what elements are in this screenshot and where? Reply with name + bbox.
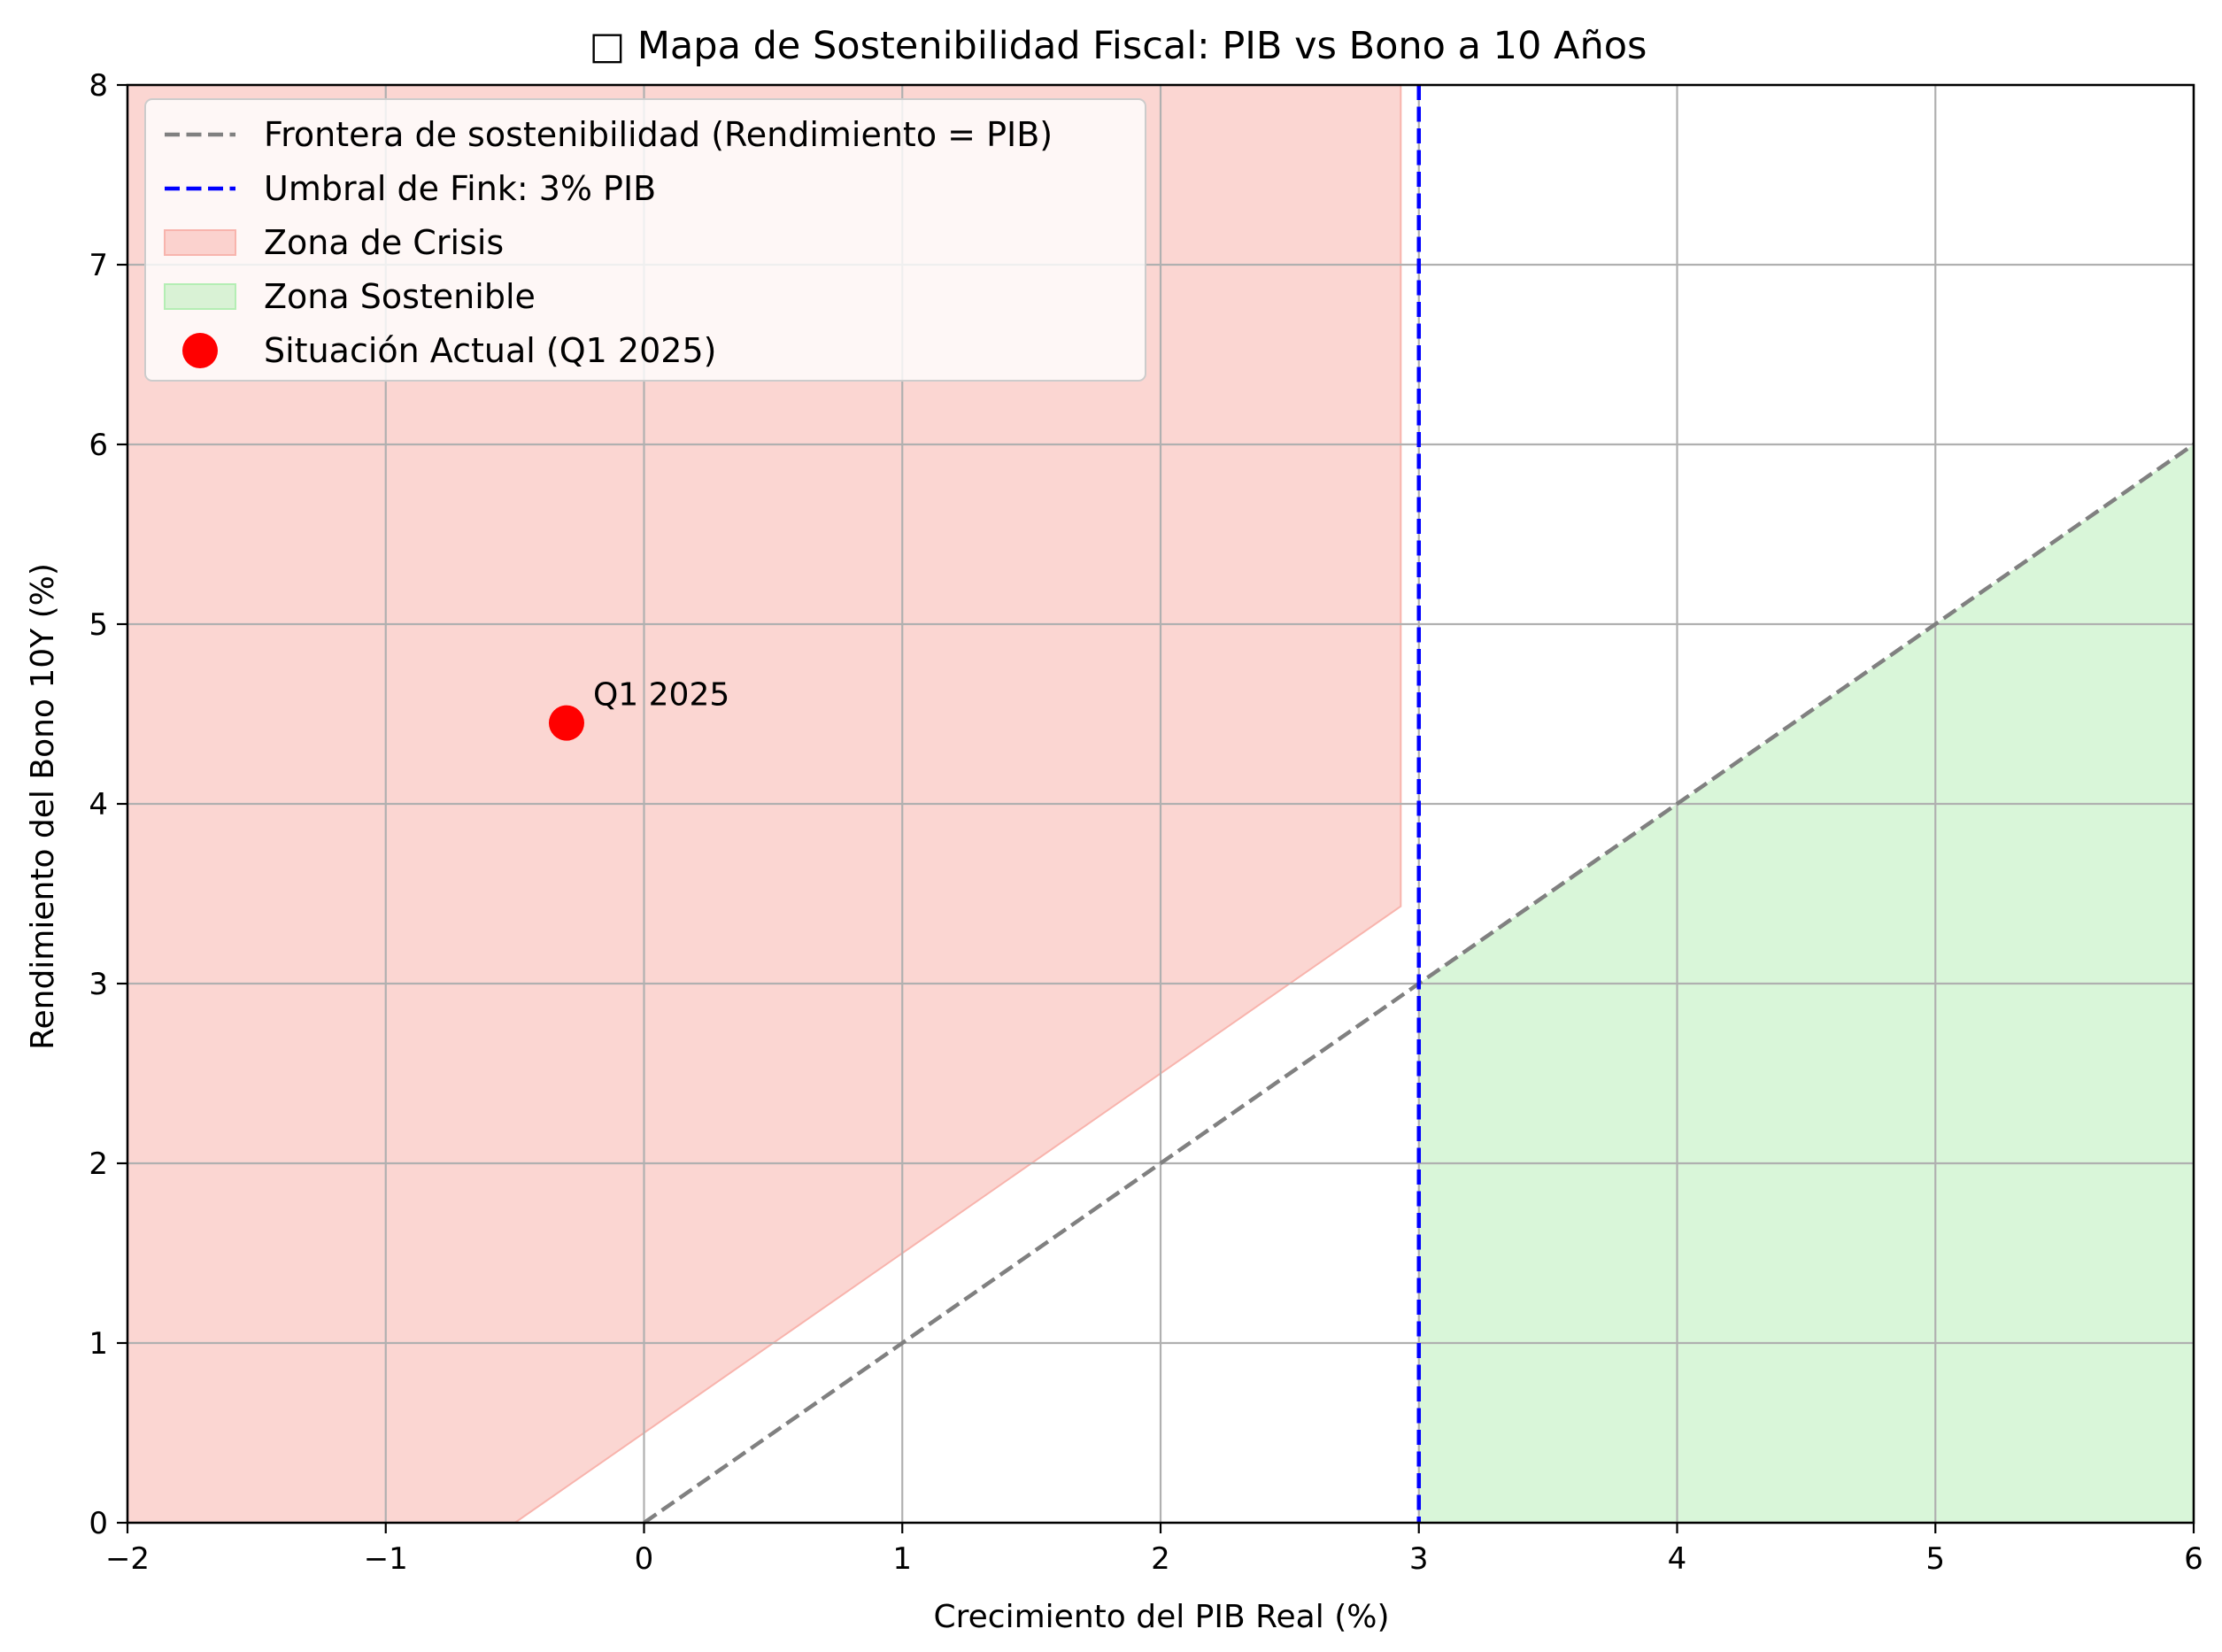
x-axis-label: Crecimiento del PIB Real (%) [934, 1599, 1390, 1635]
legend-frontier-label: Frontera de sostenibilidad (Rendimiento … [264, 115, 1053, 154]
ticks-layer: −2 −1 0 1 2 3 4 5 6 0 1 2 3 4 5 6 7 8 [89, 68, 2203, 1577]
points-layer: Q1 2025 [548, 677, 729, 741]
legend-sustainable-zone-handle [164, 283, 236, 310]
y-tick-label: 7 [89, 248, 108, 283]
y-tick-label: 5 [89, 607, 108, 643]
y-tick-label: 3 [89, 967, 108, 1002]
y-tick-label: 2 [89, 1146, 108, 1182]
legend-box [144, 98, 1146, 382]
y-tick-label: 4 [89, 787, 108, 822]
x-tick-label: 6 [2184, 1541, 2203, 1577]
lines-layer [643, 85, 2195, 1525]
y-tick-label: 0 [89, 1506, 108, 1541]
y-axis-label: Rendimiento del Bono 10Y (%) [25, 563, 61, 1050]
y-tick-label: 6 [89, 428, 108, 463]
y-tick-label: 1 [89, 1326, 108, 1362]
x-tick-label: 3 [1409, 1541, 1429, 1577]
legend-sustainable-zone-label: Zona Sostenible [264, 277, 536, 316]
x-tick-label: −2 [105, 1541, 150, 1577]
chart-title: □ Mapa de Sostenibilidad Fiscal: PIB vs … [590, 24, 1647, 68]
x-tick-label: 0 [635, 1541, 654, 1577]
x-tick-label: 4 [1668, 1541, 1687, 1577]
current-situation-point [548, 705, 584, 741]
legend-threshold-label: Umbral de Fink: 3% PIB [264, 169, 656, 208]
legend-crisis-zone-label: Zona de Crisis [264, 223, 504, 262]
legend-current-point-label: Situación Actual (Q1 2025) [264, 331, 716, 370]
x-tick-label: −1 [364, 1541, 408, 1577]
x-tick-label: 2 [1151, 1541, 1170, 1577]
x-tick-label: 1 [892, 1541, 912, 1577]
y-tick-label: 8 [89, 68, 108, 104]
legend: Frontera de sostenibilidad (Rendimiento … [144, 98, 1146, 382]
legend-crisis-zone-handle [164, 229, 236, 256]
legend-current-point-handle [182, 333, 218, 368]
x-tick-label: 5 [1925, 1541, 1945, 1577]
current-point-annotation: Q1 2025 [593, 677, 729, 714]
